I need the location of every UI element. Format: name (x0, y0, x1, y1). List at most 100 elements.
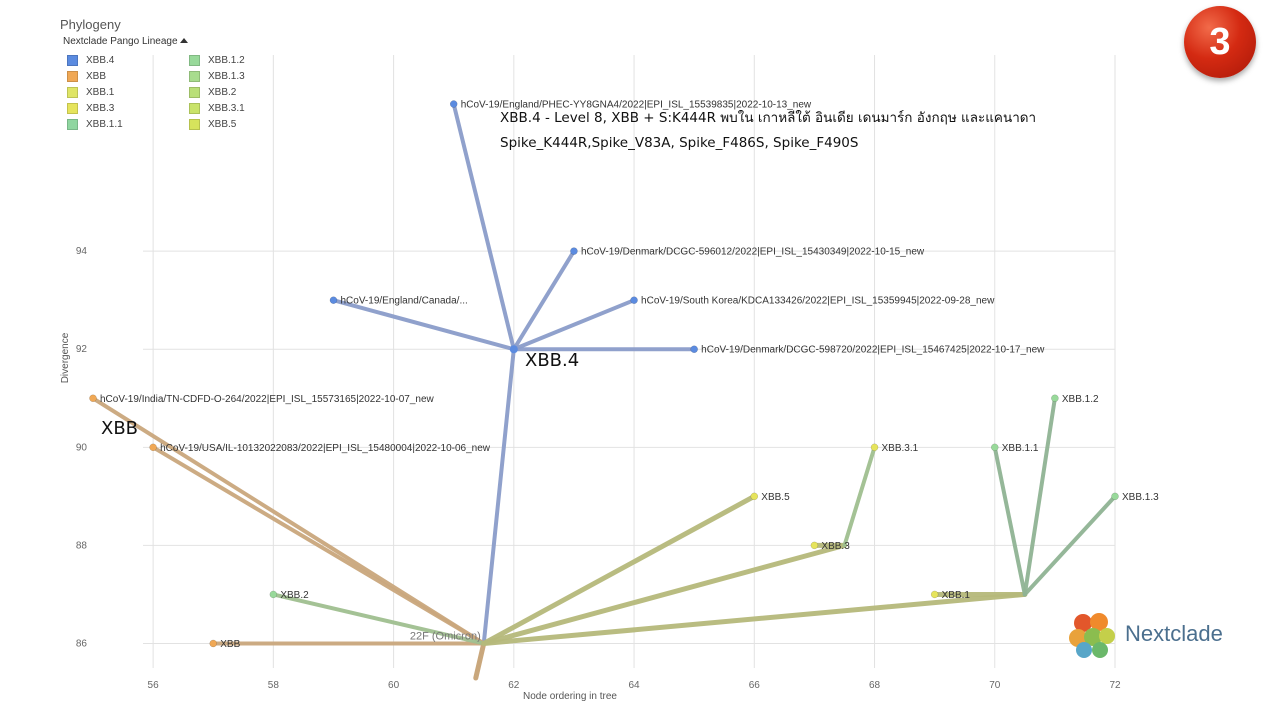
tree-branch (481, 591, 1028, 646)
tip-node (690, 345, 698, 353)
y-tick-label: 86 (76, 638, 88, 649)
x-tick-label: 60 (388, 680, 400, 691)
tree-branch (481, 347, 516, 646)
clade-label-xbb4: XBB.4 (525, 350, 580, 371)
legend-item[interactable]: XBB.3 (67, 102, 189, 115)
tree-branch (1022, 396, 1057, 597)
legend-swatch (189, 103, 200, 114)
legend-item[interactable]: XBB.1 (67, 86, 189, 99)
legend-item[interactable]: XBB (67, 70, 189, 83)
legend-label: XBB.2 (208, 87, 237, 98)
y-axis-label: Divergence (60, 332, 71, 383)
legend-label: XBB.1.1 (86, 119, 123, 130)
tip-node (449, 100, 458, 108)
legend-item[interactable]: XBB.1.2 (189, 54, 267, 67)
tree-branch (1022, 494, 1117, 597)
tip-label: XBB.1.1 (1002, 443, 1039, 454)
tip-label: hCoV-19/Denmark/DCGC-598720/2022|EPI_ISL… (701, 345, 1045, 356)
x-tick-label: 72 (1109, 680, 1121, 691)
clade-label-xbb: XBB (101, 418, 139, 439)
tree-branch (331, 298, 516, 352)
legend-item[interactable]: XBB.1.1 (67, 118, 189, 131)
x-tick-label: 58 (268, 680, 280, 691)
y-tick-label: 90 (76, 442, 88, 453)
legend-swatch (67, 55, 78, 66)
tip-node (991, 443, 999, 452)
legend-label: XBB.1 (86, 87, 115, 98)
tip-node (630, 296, 638, 304)
tip-node (1111, 492, 1119, 501)
panel-title: Phylogeny (60, 17, 121, 32)
legend-label: XBB.3 (86, 103, 115, 114)
tree-branch (481, 493, 757, 646)
tip-node (329, 296, 338, 304)
tip-label: XBB.5 (761, 492, 790, 503)
annotation-spike-mutations: Spike_K444R,Spike_V83A, Spike_F486S, Spi… (500, 135, 859, 151)
legend-swatch (189, 55, 200, 66)
tip-node (149, 443, 157, 452)
internal-node-xbb4 (509, 345, 518, 354)
tree-branch (151, 445, 486, 646)
legend: XBB.4 XBB.1.2 XBB XBB.1.3 XBB.1 XBB.2 XBB.3 XBB… (67, 54, 267, 131)
legend-label: XBB.3.1 (208, 103, 245, 114)
legend-item[interactable]: XBB.1.3 (189, 70, 267, 83)
caret-up-icon (179, 38, 188, 43)
legend-label: XBB.5 (208, 119, 237, 130)
legend-swatch (67, 103, 78, 114)
x-axis-label: Node ordering in tree (523, 691, 617, 702)
legend-swatch (189, 119, 200, 130)
legend-swatch (67, 71, 78, 82)
tip-label: XBB (220, 639, 240, 650)
tip-label: hCoV-19/USA/IL-10132022083/2022|EPI_ISL_… (160, 443, 491, 454)
tip-label: XBB.1.3 (1122, 492, 1159, 503)
legend-label: XBB.1.3 (208, 71, 245, 82)
tree-branch (992, 445, 1027, 597)
x-tick-label: 68 (869, 680, 881, 691)
tree-branch (511, 249, 576, 352)
root-node-label: 22F (Omicron) (410, 630, 481, 642)
tip-node (269, 590, 278, 599)
legend-swatch (67, 119, 78, 130)
legend-title: Nextclade Pango Lineage (63, 36, 178, 47)
legend-item[interactable]: XBB.3.1 (189, 102, 267, 115)
root-stem (473, 640, 487, 681)
nextclade-logo-icon (1069, 613, 1115, 658)
legend-label: XBB.1.2 (208, 55, 245, 66)
y-tick-label: 94 (76, 246, 88, 257)
tip-node (930, 590, 939, 599)
tip-node (89, 394, 97, 403)
tip-label: XBB.2 (280, 590, 309, 601)
y-tick-label: 88 (76, 540, 88, 551)
tree-branch (451, 102, 516, 352)
tree-branch (511, 298, 637, 352)
tip-label: hCoV-19/Denmark/DCGC-596012/2022|EPI_ISL… (581, 247, 925, 258)
tip-node (1051, 394, 1059, 403)
legend-item[interactable]: XBB.5 (189, 118, 267, 131)
legend-label: XBB.4 (86, 55, 115, 66)
tip-node (750, 492, 759, 501)
x-tick-label: 66 (749, 680, 761, 691)
x-tick-label: 64 (628, 680, 640, 691)
legend-label: XBB (86, 71, 107, 82)
tip-node (209, 639, 217, 648)
tip-label: hCoV-19/South Korea/KDCA133426/2022|EPI_… (641, 296, 995, 307)
x-tick-label: 70 (989, 680, 1001, 691)
tree-branch (842, 445, 877, 548)
legend-swatch (189, 87, 200, 98)
tip-label: XBB.3.1 (882, 443, 919, 454)
legend-item[interactable]: XBB.2 (189, 86, 267, 99)
tip-label: XBB.1 (942, 590, 971, 601)
legend-toggle[interactable]: Nextclade Pango Lineage (63, 36, 188, 47)
annotation-xbb4-summary: XBB.4 - Level 8, XBB + S:K444R พบใน เกาห… (500, 110, 1037, 126)
legend-item[interactable]: XBB.4 (67, 54, 189, 67)
tip-node (570, 247, 578, 255)
tree-branch (271, 592, 486, 646)
tip-node (870, 443, 879, 452)
legend-swatch (67, 87, 78, 98)
x-tick-label: 56 (148, 680, 160, 691)
tip-label: hCoV-19/England/Canada/... (340, 296, 467, 307)
tree-branch (481, 542, 847, 646)
tip-node (810, 541, 819, 550)
slide-number-badge: 3 (1184, 6, 1256, 78)
